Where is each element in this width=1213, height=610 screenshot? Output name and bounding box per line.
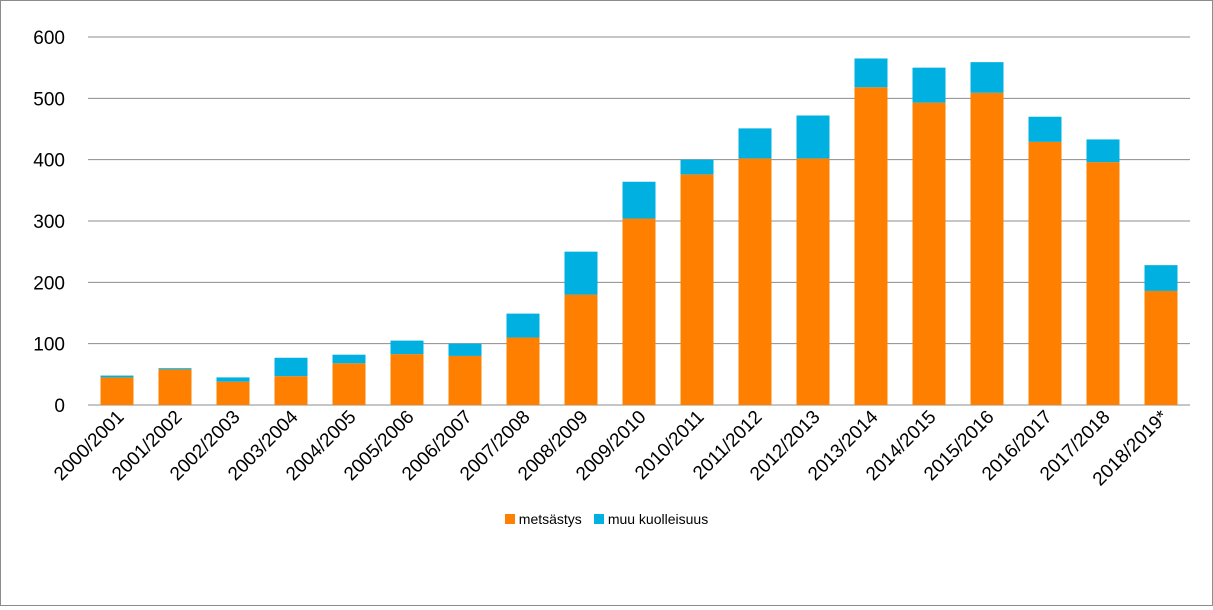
y-tick-label: 500: [33, 89, 65, 110]
bar-muu-kuolleisuus: [158, 368, 192, 370]
bar-muu-kuolleisuus: [738, 128, 772, 159]
bar-muu-kuolleisuus: [970, 62, 1004, 93]
bar-muu-kuolleisuus: [1144, 265, 1178, 291]
legend: metsästys muu kuolleisuus: [1, 511, 1212, 527]
bar-metsastys: [796, 158, 830, 405]
legend-label: muu kuolleisuus: [607, 511, 709, 527]
y-axis-ticks: 0 100 200 300 400 500 600: [33, 28, 65, 417]
bar-metsastys: [970, 92, 1004, 406]
bar-muu-kuolleisuus: [448, 343, 482, 356]
bar-metsastys: [738, 158, 772, 405]
bar-muu-kuolleisuus: [912, 67, 946, 103]
bar-muu-kuolleisuus: [390, 340, 424, 355]
y-tick-label: 100: [33, 335, 65, 356]
bar-metsastys: [158, 369, 192, 405]
bars: [100, 58, 1178, 406]
bar-muu-kuolleisuus: [100, 375, 134, 378]
legend-swatch: [504, 514, 515, 524]
bar-metsastys: [1028, 141, 1062, 405]
bar-muu-kuolleisuus: [1086, 139, 1120, 163]
legend-label: metsästys: [518, 511, 582, 527]
bar-muu-kuolleisuus: [216, 377, 250, 382]
y-tick-label: 300: [33, 212, 65, 233]
bar-metsastys: [622, 218, 656, 405]
legend-swatch: [593, 514, 604, 524]
bar-metsastys: [390, 354, 424, 405]
bar-muu-kuolleisuus: [854, 58, 888, 88]
bar-muu-kuolleisuus: [564, 251, 598, 295]
bar-muu-kuolleisuus: [680, 159, 714, 175]
bar-metsastys: [216, 381, 250, 405]
bar-metsastys: [100, 377, 134, 405]
bar-metsastys: [506, 337, 540, 405]
legend-item-muu-kuolleisuus: muu kuolleisuus: [593, 511, 709, 527]
bar-muu-kuolleisuus: [274, 357, 308, 377]
bar-metsastys: [1144, 290, 1178, 405]
bar-muu-kuolleisuus: [332, 354, 366, 364]
bar-muu-kuolleisuus: [506, 313, 540, 338]
bar-metsastys: [332, 363, 366, 405]
bar-metsastys: [912, 102, 946, 406]
y-tick-label: 0: [54, 396, 65, 417]
bar-metsastys: [274, 376, 308, 405]
bar-muu-kuolleisuus: [796, 115, 830, 159]
bar-metsastys: [448, 355, 482, 405]
bar-metsastys: [854, 87, 888, 405]
y-tick-label: 600: [33, 28, 65, 49]
bar-muu-kuolleisuus: [622, 181, 656, 219]
y-tick-label: 200: [33, 273, 65, 294]
bar-metsastys: [680, 174, 714, 405]
legend-item-metsastys: metsästys: [504, 511, 582, 527]
x-axis-ticks: 2000/20012001/20022002/20032003/20042004…: [50, 406, 1173, 490]
bar-metsastys: [564, 294, 598, 405]
bar-muu-kuolleisuus: [1028, 116, 1062, 142]
y-tick-label: 400: [33, 151, 65, 172]
bar-metsastys: [1086, 162, 1120, 405]
